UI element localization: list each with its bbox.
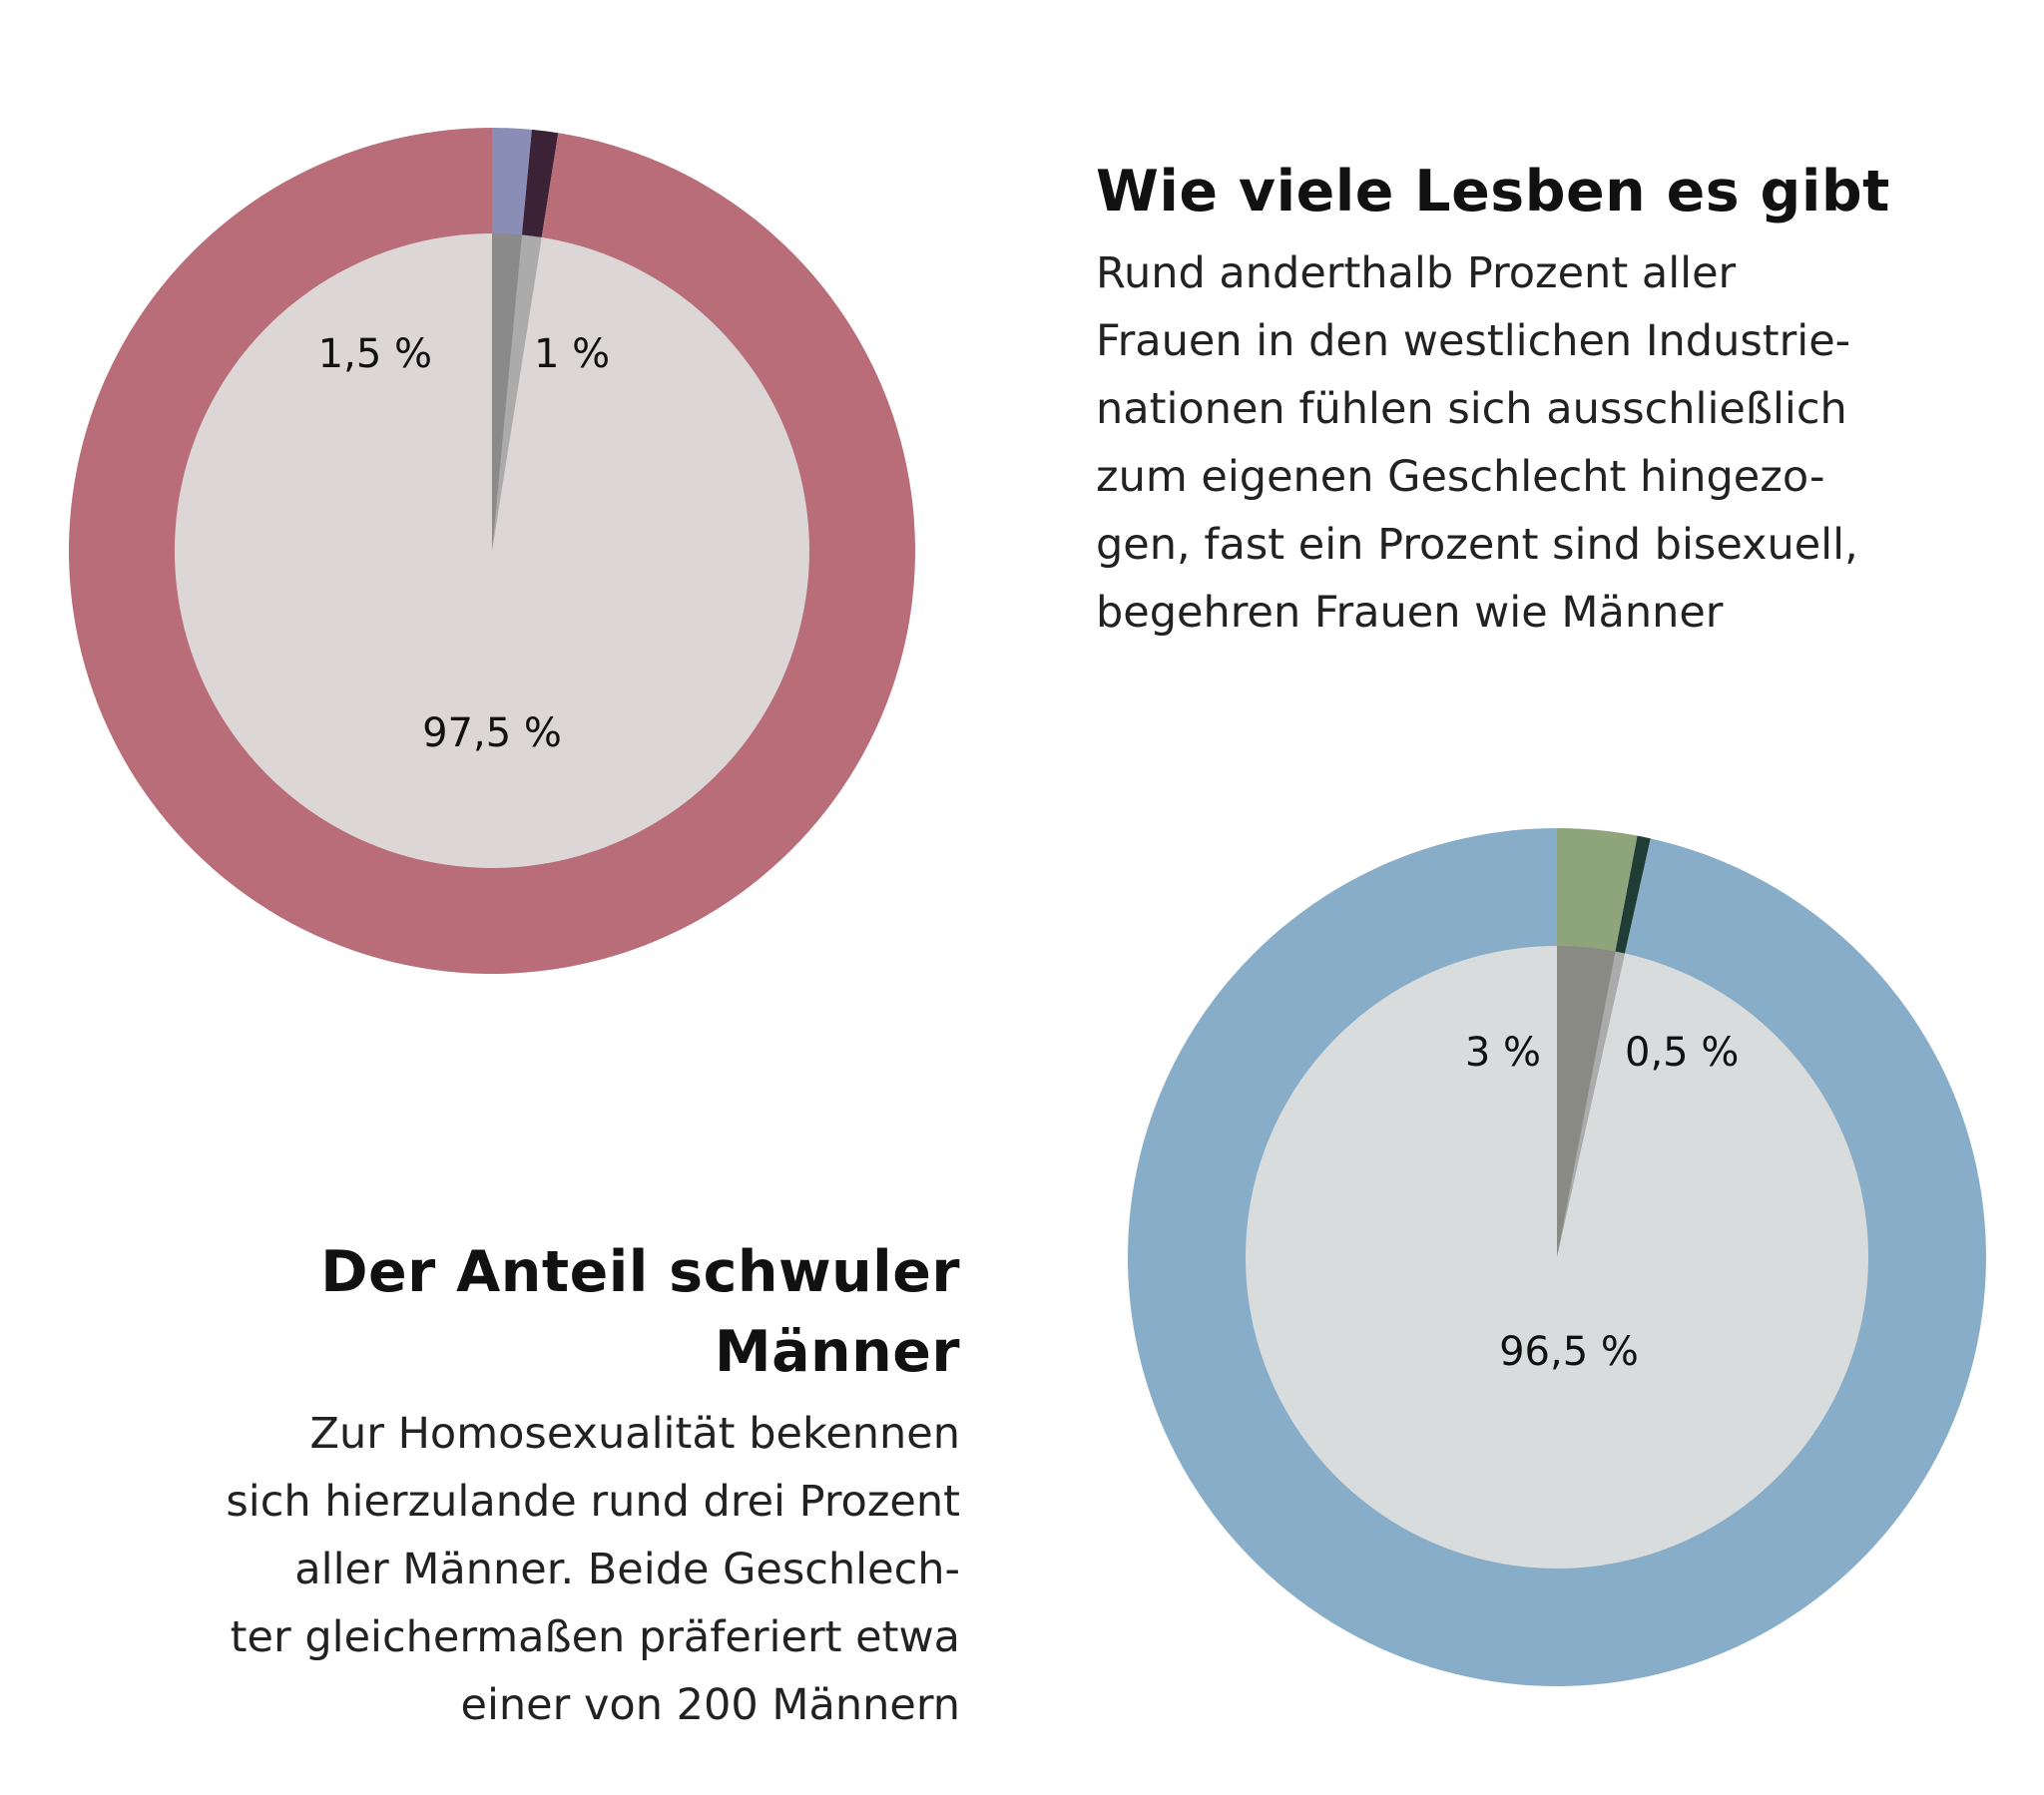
men-slice-label-1: 0,5 % (1625, 1030, 1739, 1076)
men-inner-slice-2 (1246, 946, 1869, 1569)
women-inner-slice-1 (492, 234, 542, 551)
women-body-line: nationen fühlen sich ausschließlich (1096, 384, 1847, 434)
men-chart-body: Zur Homosexualität bekennen sich hierzul… (60, 1400, 960, 1739)
women-body-line: gen, fast ein Prozent sind bisexuell, (1096, 520, 1858, 570)
women-body-line: begehren Frauen wie Männer (1096, 588, 1724, 638)
men-body-line: einer von 200 Männern (460, 1680, 960, 1730)
men-inner-slice-1 (1557, 951, 1626, 1257)
women-body-line: Frauen in den westlichen Industrie- (1096, 316, 1851, 366)
men-body-line: aller Männer. Beide Geschlech- (294, 1545, 960, 1594)
women-chart-title: Wie viele Lesben es gibt (1096, 159, 1890, 224)
women-inner-slice-2 (174, 232, 809, 868)
women-slice-label-2: 97,5 % (422, 710, 562, 756)
men-slice-label-0: 3 % (1465, 1030, 1541, 1076)
women-chart-body: Rund anderthalb Prozent aller Frauen in … (1096, 239, 1994, 647)
women-body-line: Rund anderthalb Prozent aller (1096, 248, 1737, 298)
women-slice-label-1: 1 % (534, 331, 610, 377)
men-body-line: Zur Homosexualität bekennen (309, 1409, 960, 1459)
women-slice-label-0: 1,5 % (318, 331, 432, 377)
men-inner-slice-0 (1557, 946, 1616, 1257)
donut-chart-men: 3 % 0,5 % 96,5 % (1127, 827, 1986, 1686)
men-body-line: ter gleichermaßen präferiert etwa (230, 1612, 960, 1662)
men-body-line: sich hierzulande rund drei Prozent (226, 1477, 960, 1527)
donut-chart-women: 1,5 % 1 % 97,5 % (69, 128, 916, 975)
men-text-block: Der Anteil schwuler Männer Zur Homosexua… (60, 1232, 960, 1739)
women-text-block: Wie viele Lesben es gibt Rund anderthalb… (1096, 152, 1994, 647)
men-slice-label-2: 96,5 % (1499, 1329, 1639, 1375)
men-chart-title: Der Anteil schwuler Männer (320, 1239, 960, 1385)
women-inner-slice-0 (492, 233, 522, 551)
women-body-line: zum eigenen Geschlecht hingezo- (1096, 452, 1825, 502)
